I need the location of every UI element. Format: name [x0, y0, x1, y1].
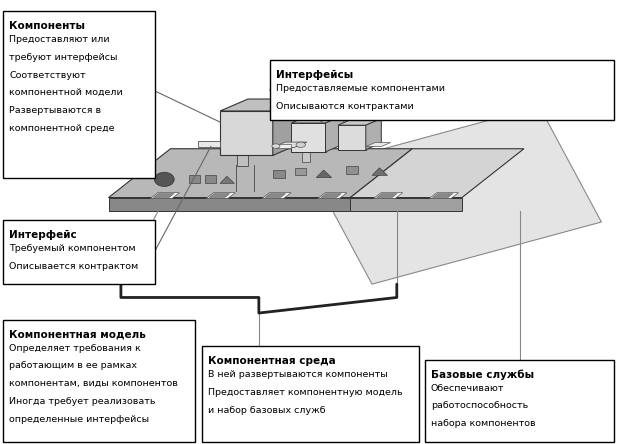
Text: и набор базовых служб: и набор базовых служб [208, 406, 326, 415]
Polygon shape [350, 149, 524, 198]
Text: Описываются контрактами: Описываются контрактами [276, 102, 414, 111]
Polygon shape [108, 198, 350, 211]
Bar [346, 166, 358, 174]
Polygon shape [338, 125, 366, 150]
Text: Развертываются в: Развертываются в [9, 106, 102, 115]
Polygon shape [366, 143, 391, 147]
Text: компонентной среде: компонентной среде [9, 124, 115, 133]
Polygon shape [321, 194, 341, 198]
Text: Обеспечивают: Обеспечивают [431, 384, 505, 392]
Text: Интерфейс: Интерфейс [9, 230, 77, 240]
Text: Описывается контрактом: Описывается контрактом [9, 262, 138, 270]
Polygon shape [220, 111, 273, 155]
Bar [425, 360, 614, 442]
Polygon shape [429, 193, 458, 198]
Text: Предоставляют или: Предоставляют или [9, 35, 110, 44]
Polygon shape [316, 170, 332, 178]
Bar [270, 60, 614, 120]
Text: Определяет требования к: Определяет требования к [9, 344, 141, 353]
Text: требуют интерфейсы: требуют интерфейсы [9, 53, 118, 62]
Bar [3, 320, 195, 442]
Text: Предоставляет компонентную модель: Предоставляет компонентную модель [208, 388, 402, 397]
Polygon shape [291, 115, 344, 123]
Circle shape [154, 172, 174, 186]
Text: компонентной модели: компонентной модели [9, 88, 123, 97]
Text: Базовые службы: Базовые службы [431, 369, 534, 380]
Polygon shape [366, 119, 381, 150]
Text: Соответствуют: Соответствуют [9, 71, 86, 79]
Text: Интерфейсы: Интерфейсы [276, 70, 353, 80]
Polygon shape [291, 123, 326, 152]
Text: В ней развертываются компоненты: В ней развертываются компоненты [208, 370, 388, 379]
Polygon shape [206, 193, 236, 198]
Polygon shape [276, 144, 291, 148]
Polygon shape [265, 194, 285, 198]
Polygon shape [153, 194, 174, 198]
Text: Требуемый компонентом: Требуемый компонентом [9, 244, 136, 253]
Polygon shape [150, 193, 180, 198]
Bar [205, 175, 216, 183]
Polygon shape [338, 119, 381, 125]
Bar [189, 175, 200, 183]
Polygon shape [209, 194, 229, 198]
Text: Компоненты: Компоненты [9, 21, 86, 31]
Text: Предоставляемые компонентами: Предоставляемые компонентами [276, 84, 445, 93]
Polygon shape [372, 168, 388, 175]
Polygon shape [377, 194, 397, 198]
Polygon shape [220, 99, 301, 111]
Polygon shape [326, 115, 344, 152]
Bar [237, 154, 248, 166]
Text: компонентам, виды компонентов: компонентам, виды компонентов [9, 379, 178, 388]
Polygon shape [262, 193, 291, 198]
Bar [3, 220, 155, 284]
Ellipse shape [296, 142, 305, 147]
Bar [3, 11, 155, 178]
Text: определенные интерфейсы: определенные интерфейсы [9, 415, 149, 424]
Polygon shape [108, 149, 412, 198]
Polygon shape [433, 194, 453, 198]
Polygon shape [198, 141, 220, 147]
Text: набора компонентов: набора компонентов [431, 419, 536, 428]
Polygon shape [273, 99, 301, 155]
Polygon shape [310, 107, 601, 284]
Text: Иногда требует реализовать: Иногда требует реализовать [9, 397, 156, 406]
Bar [302, 151, 310, 162]
Ellipse shape [272, 144, 280, 148]
Polygon shape [220, 176, 234, 183]
Bar [294, 168, 306, 175]
Bar [202, 346, 418, 442]
Text: Компонентная среда: Компонентная среда [208, 356, 335, 366]
Polygon shape [273, 142, 307, 147]
Text: Компонентная модель: Компонентная модель [9, 329, 146, 340]
Polygon shape [373, 193, 403, 198]
Polygon shape [350, 198, 462, 211]
Text: работоспособность: работоспособность [431, 401, 528, 410]
Bar [273, 170, 285, 178]
Polygon shape [318, 193, 347, 198]
Text: работающим в ее рамках: работающим в ее рамках [9, 361, 137, 370]
